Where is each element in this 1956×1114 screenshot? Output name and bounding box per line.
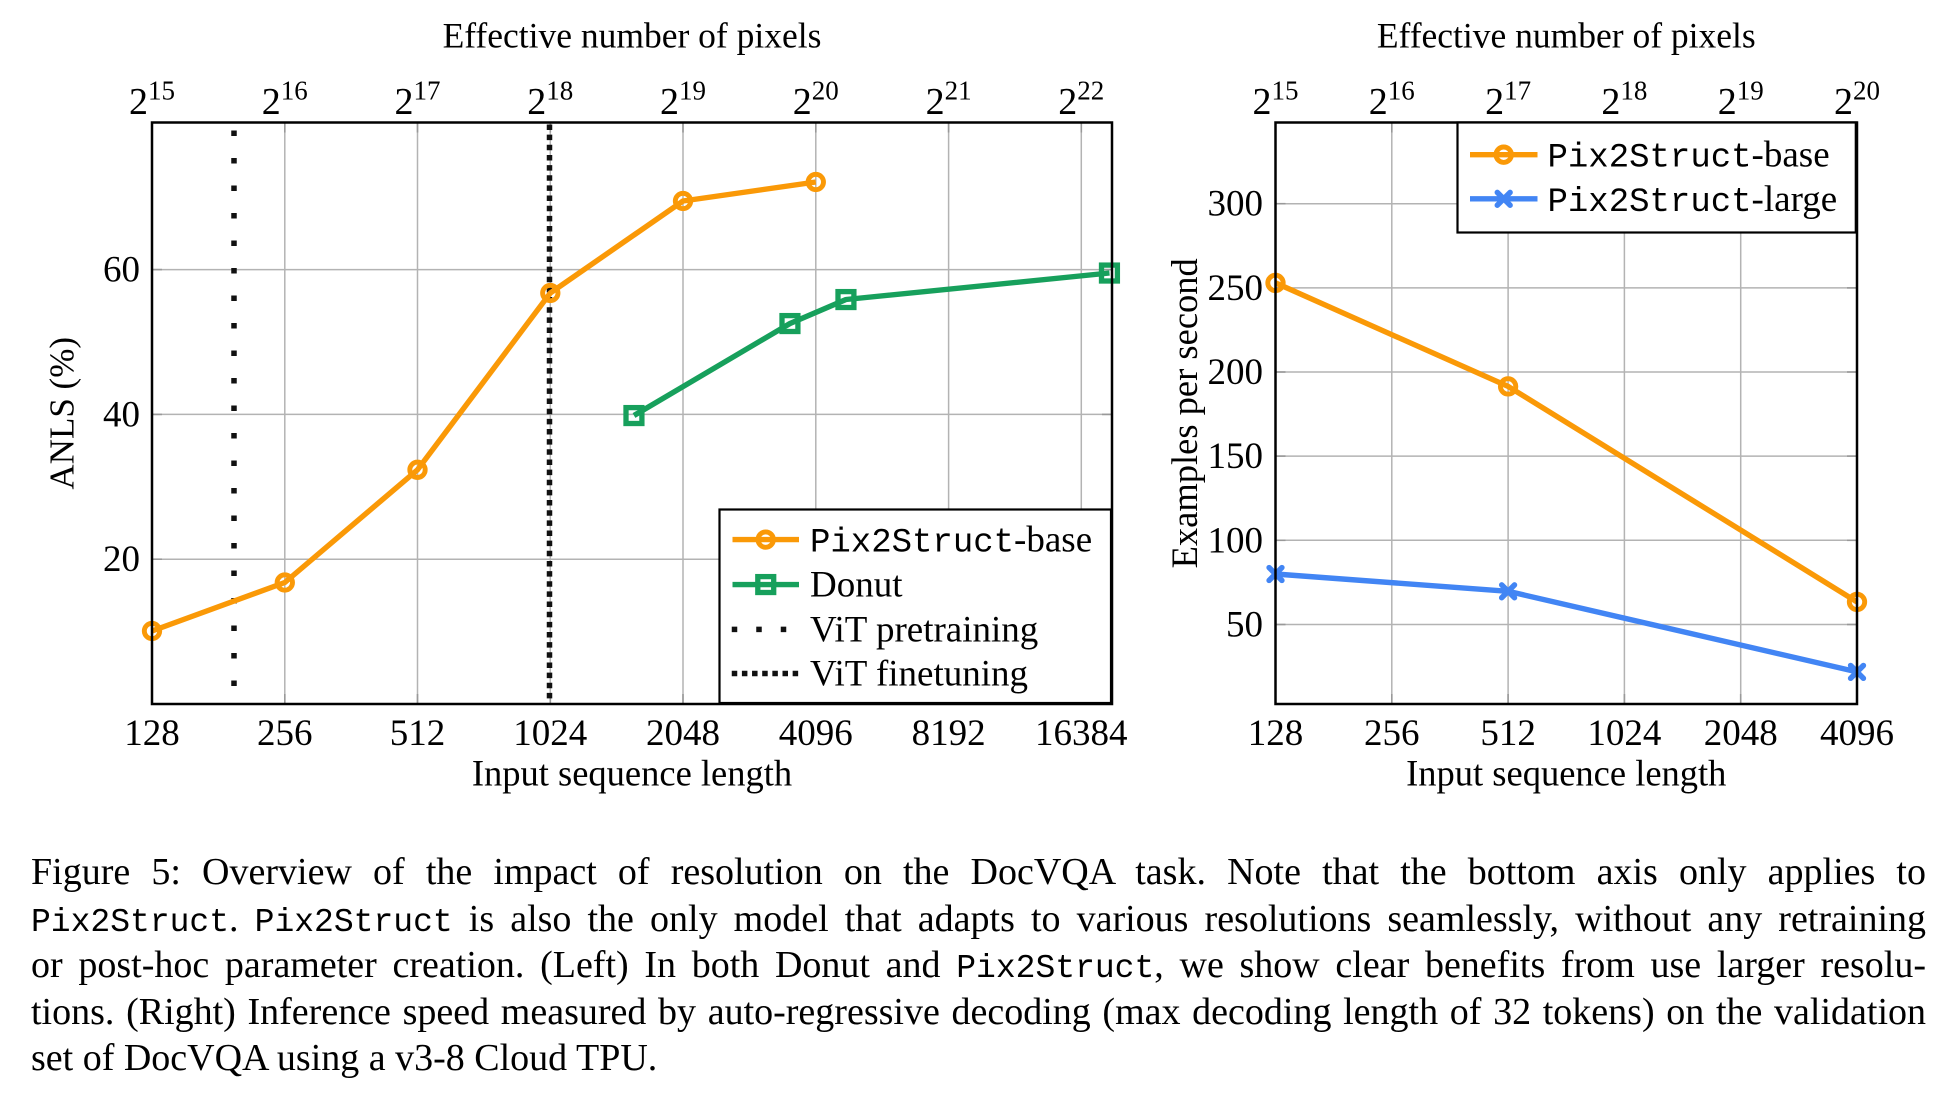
svg-text:250: 250 <box>1208 268 1264 309</box>
svg-text:4096: 4096 <box>1820 713 1894 754</box>
svg-text:Examples per second: Examples per second <box>1164 258 1205 568</box>
svg-text:215: 215 <box>1253 76 1299 124</box>
svg-text:220: 220 <box>1834 76 1880 124</box>
svg-text:2048: 2048 <box>646 713 720 754</box>
svg-text:219: 219 <box>660 76 706 124</box>
svg-text:512: 512 <box>390 713 446 754</box>
svg-text:ViT pretraining: ViT pretraining <box>810 609 1038 650</box>
svg-text:219: 219 <box>1718 76 1764 124</box>
svg-text:Donut: Donut <box>810 565 903 606</box>
svg-text:218: 218 <box>527 76 573 124</box>
svg-text:Effective number of pixels: Effective number of pixels <box>1377 16 1756 56</box>
svg-text:8192: 8192 <box>912 713 986 754</box>
svg-text:40: 40 <box>103 394 140 435</box>
svg-text:217: 217 <box>395 76 441 124</box>
svg-text:1024: 1024 <box>513 713 587 754</box>
svg-text:Input sequence length: Input sequence length <box>1406 753 1726 794</box>
svg-text:100: 100 <box>1208 520 1264 561</box>
svg-text:220: 220 <box>793 76 839 124</box>
svg-text:128: 128 <box>1248 713 1304 754</box>
svg-text:ViT finetuning: ViT finetuning <box>810 654 1028 695</box>
svg-text:Pix2Struct-base: Pix2Struct-base <box>810 520 1092 563</box>
svg-text:Pix2Struct-base: Pix2Struct-base <box>1548 135 1830 178</box>
svg-text:4096: 4096 <box>779 713 853 754</box>
svg-text:221: 221 <box>926 76 972 124</box>
svg-text:128: 128 <box>124 713 180 754</box>
svg-text:50: 50 <box>1226 605 1263 646</box>
svg-text:300: 300 <box>1208 184 1264 225</box>
svg-text:ANLS (%): ANLS (%) <box>43 337 82 490</box>
svg-text:1024: 1024 <box>1587 713 1661 754</box>
svg-text:222: 222 <box>1058 76 1104 124</box>
svg-text:Input sequence length: Input sequence length <box>472 753 792 794</box>
svg-text:20: 20 <box>103 539 140 580</box>
svg-text:150: 150 <box>1208 436 1264 477</box>
svg-text:512: 512 <box>1480 713 1536 754</box>
svg-text:200: 200 <box>1208 352 1264 393</box>
svg-text:218: 218 <box>1601 76 1647 124</box>
svg-text:256: 256 <box>1364 713 1420 754</box>
svg-text:216: 216 <box>1369 76 1415 124</box>
svg-text:256: 256 <box>257 713 313 754</box>
svg-text:216: 216 <box>262 76 308 124</box>
svg-text:215: 215 <box>129 76 175 124</box>
svg-text:60: 60 <box>103 250 140 291</box>
svg-text:Effective number of pixels: Effective number of pixels <box>443 16 822 56</box>
svg-text:2048: 2048 <box>1704 713 1778 754</box>
svg-text:Pix2Struct-large: Pix2Struct-large <box>1548 179 1838 222</box>
svg-text:217: 217 <box>1485 76 1531 124</box>
svg-text:16384: 16384 <box>1035 713 1128 754</box>
